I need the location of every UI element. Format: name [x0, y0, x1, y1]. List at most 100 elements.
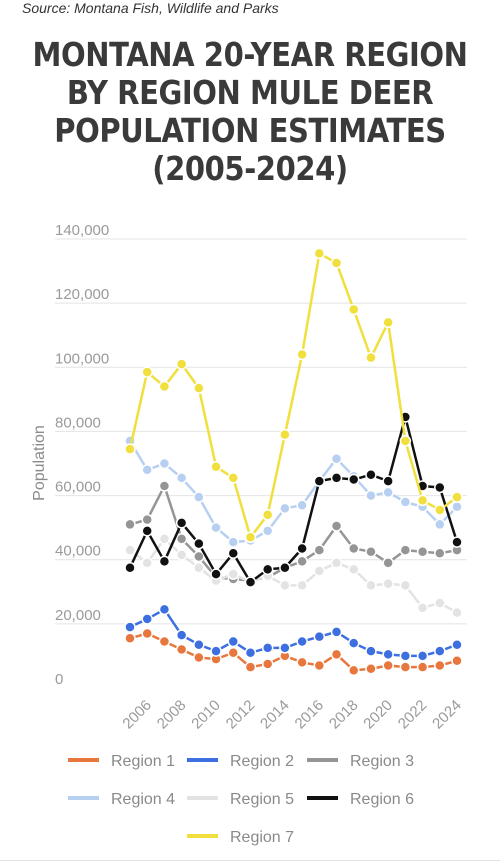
x-tick-label: 2016 [292, 697, 328, 733]
data-point [365, 351, 377, 364]
data-point [416, 545, 429, 558]
data-point [158, 635, 171, 648]
data-point [416, 602, 429, 614]
legend-label: Region 4 [111, 791, 175, 808]
data-point [416, 650, 429, 662]
data-point [193, 537, 205, 550]
data-point [124, 621, 136, 633]
data-point [330, 472, 343, 484]
data-point [141, 627, 153, 640]
x-tick-label: 2012 [223, 697, 259, 733]
x-tick-label: 2024 [429, 697, 465, 733]
y-tick-label: 0 [55, 671, 63, 688]
data-point [313, 247, 326, 260]
data-point [330, 557, 343, 569]
data-point [141, 366, 153, 378]
data-point [141, 557, 153, 569]
data-point [158, 480, 171, 492]
data-point [279, 579, 291, 592]
data-point [175, 472, 188, 484]
y-axis-ticks: 0 20,000 40,000 60,000 80,000 100,000 120,000 1… [55, 222, 109, 688]
data-point [193, 561, 205, 574]
legend-item: Region 7 [187, 829, 294, 846]
data-point [365, 468, 377, 481]
series-region-3 [124, 480, 463, 587]
series-region-4 [124, 435, 463, 548]
data-point [175, 629, 188, 641]
series-region-5 [124, 533, 463, 619]
chart-title: MONTANA 20-YEAR REGION BY REGION MULE DE… [32, 35, 468, 188]
data-point [158, 555, 171, 568]
data-point [210, 460, 222, 473]
data-point [158, 380, 171, 393]
data-point [451, 606, 463, 619]
data-point [382, 316, 394, 329]
data-point [399, 579, 412, 592]
data-point [330, 648, 343, 661]
legend: Region 1 Region 2 Region 3 Region 4 Region 5… [68, 753, 414, 846]
legend-label: Region 6 [350, 791, 414, 808]
data-point [158, 603, 171, 616]
data-point [244, 531, 257, 544]
data-point [193, 491, 205, 503]
data-point [279, 561, 291, 574]
data-point [330, 257, 343, 269]
data-point [141, 464, 153, 476]
legend-label: Region 5 [230, 791, 294, 808]
series-line [128, 252, 458, 539]
data-point [193, 651, 205, 664]
x-tick-label: 2010 [188, 697, 224, 733]
legend-item: Region 5 [187, 791, 294, 808]
data-point [365, 579, 377, 592]
data-point [227, 568, 240, 580]
data-point [451, 638, 463, 651]
data-point [296, 555, 308, 568]
data-point [175, 643, 188, 656]
legend-item: Region 2 [187, 753, 294, 770]
bottom-divider [0, 860, 500, 861]
data-point [227, 547, 240, 560]
data-point [261, 658, 274, 670]
data-point [451, 491, 463, 503]
data-point [244, 646, 257, 659]
y-tick-label: 120,000 [55, 286, 109, 303]
data-point [210, 645, 222, 657]
x-tick-label: 2020 [360, 697, 396, 733]
data-point [399, 544, 412, 556]
data-point [347, 303, 360, 316]
data-point [261, 525, 274, 537]
data-point [313, 659, 326, 672]
data-point [227, 536, 240, 548]
data-point [434, 547, 446, 560]
y-tick-label: 140,000 [55, 222, 109, 239]
data-point [261, 563, 274, 576]
data-point [451, 654, 463, 667]
x-tick-label: 2022 [395, 697, 431, 733]
data-point [313, 565, 326, 577]
x-tick-label: 2006 [119, 697, 155, 733]
data-point [434, 504, 446, 516]
data-point [261, 509, 274, 521]
data-point [451, 501, 463, 513]
data-point [158, 457, 171, 470]
legend-item: Region 3 [307, 753, 414, 770]
data-point [347, 542, 360, 555]
data-point [210, 521, 222, 534]
x-tick-label: 2008 [154, 697, 190, 733]
legend-label: Region 3 [350, 753, 414, 770]
series-region-2 [124, 603, 463, 662]
y-tick-label: 60,000 [55, 479, 101, 496]
legend-label: Region 1 [111, 753, 175, 770]
data-point [227, 635, 240, 648]
data-point [124, 544, 136, 556]
series-region-1 [124, 627, 463, 677]
y-tick-label: 100,000 [55, 350, 109, 367]
data-point [330, 520, 343, 532]
data-point [399, 496, 412, 508]
data-point [279, 428, 291, 441]
data-point [434, 481, 446, 494]
data-point [175, 549, 188, 561]
data-point [193, 638, 205, 651]
